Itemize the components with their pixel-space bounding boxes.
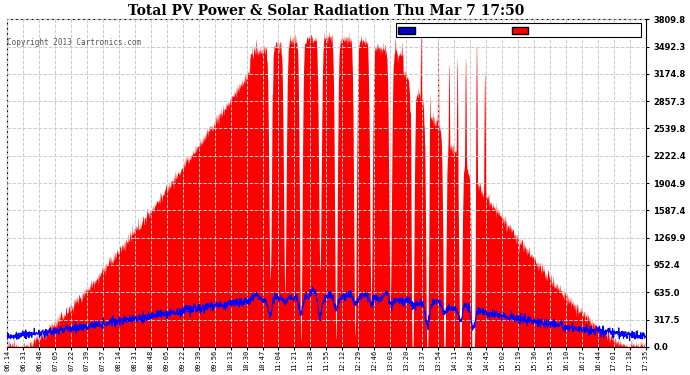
Legend: Radiation  (W/m2), PV Panels  (DC Watts): Radiation (W/m2), PV Panels (DC Watts): [396, 24, 642, 38]
Text: Copyright 2013 Cartronics.com: Copyright 2013 Cartronics.com: [7, 38, 141, 47]
Title: Total PV Power & Solar Radiation Thu Mar 7 17:50: Total PV Power & Solar Radiation Thu Mar…: [128, 4, 524, 18]
